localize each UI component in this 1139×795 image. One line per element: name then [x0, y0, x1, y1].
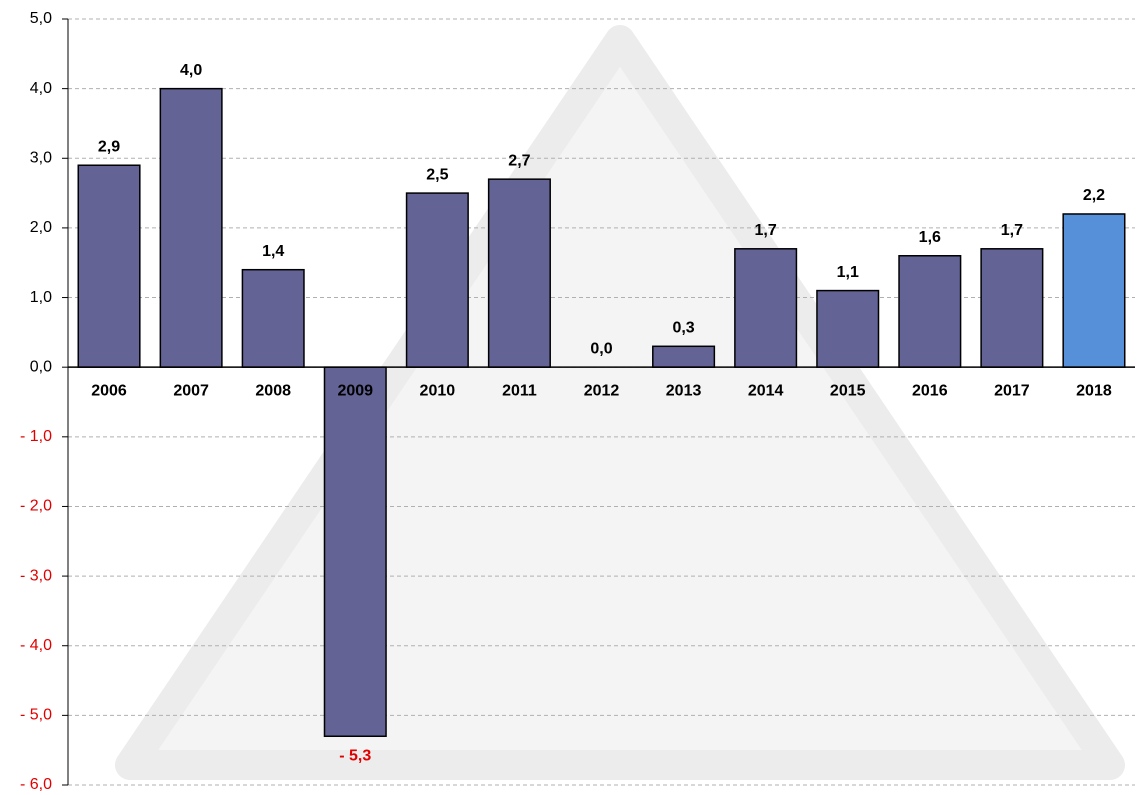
- bar: [487, 178, 551, 368]
- bar: [816, 289, 880, 368]
- bar: [980, 248, 1044, 368]
- y-tick-label: - 4,0: [20, 637, 52, 654]
- value-label: 0,3: [672, 320, 694, 337]
- value-label: 1,7: [755, 222, 777, 239]
- value-label: 2,7: [508, 152, 530, 169]
- watermark: [115, 25, 1125, 780]
- x-tick-label: 2016: [912, 382, 948, 399]
- value-label: 0,0: [590, 340, 612, 357]
- y-tick-label: 1,0: [30, 289, 52, 306]
- x-tick-label: 2006: [91, 382, 127, 399]
- x-tick-label: 2009: [337, 382, 373, 399]
- value-label: 1,6: [919, 229, 941, 246]
- x-tick-label: 2008: [255, 382, 291, 399]
- y-tick-label: 2,0: [30, 219, 52, 236]
- bar: [159, 87, 223, 368]
- bar: [405, 192, 469, 368]
- bar: [1062, 213, 1126, 368]
- y-tick-label: - 3,0: [20, 567, 52, 584]
- x-tick-label: 2010: [420, 382, 456, 399]
- value-label: 1,7: [1001, 222, 1023, 239]
- y-tick-label: 0,0: [30, 358, 52, 375]
- bar: [77, 164, 141, 368]
- y-tick-label: 5,0: [30, 10, 52, 27]
- x-tick-label: 2015: [830, 382, 866, 399]
- x-tick-label: 2012: [584, 382, 620, 399]
- bar: [652, 345, 716, 368]
- value-label: 2,2: [1083, 187, 1105, 204]
- value-label: 2,5: [426, 166, 448, 183]
- y-tick-label: - 1,0: [20, 428, 52, 445]
- bar: [734, 248, 798, 368]
- value-label: 1,1: [837, 264, 859, 281]
- x-tick-label: 2007: [173, 382, 209, 399]
- x-tick-label: 2014: [748, 382, 784, 399]
- value-label: 4,0: [180, 62, 202, 79]
- bar: [898, 255, 962, 368]
- x-tick-label: 2013: [666, 382, 702, 399]
- x-tick-label: 2018: [1076, 382, 1112, 399]
- value-label: - 5,3: [339, 747, 371, 764]
- y-tick-label: - 2,0: [20, 498, 52, 515]
- y-tick-label: 4,0: [30, 80, 52, 97]
- value-label: 2,9: [98, 138, 120, 155]
- value-label: 1,4: [262, 243, 284, 260]
- y-tick-label: - 6,0: [20, 776, 52, 793]
- bar: [323, 366, 387, 738]
- x-tick-label: 2011: [502, 382, 537, 399]
- bar: [241, 268, 305, 368]
- y-tick-label: 3,0: [30, 149, 52, 166]
- x-tick-label: 2017: [994, 382, 1030, 399]
- y-tick-label: - 5,0: [20, 707, 52, 724]
